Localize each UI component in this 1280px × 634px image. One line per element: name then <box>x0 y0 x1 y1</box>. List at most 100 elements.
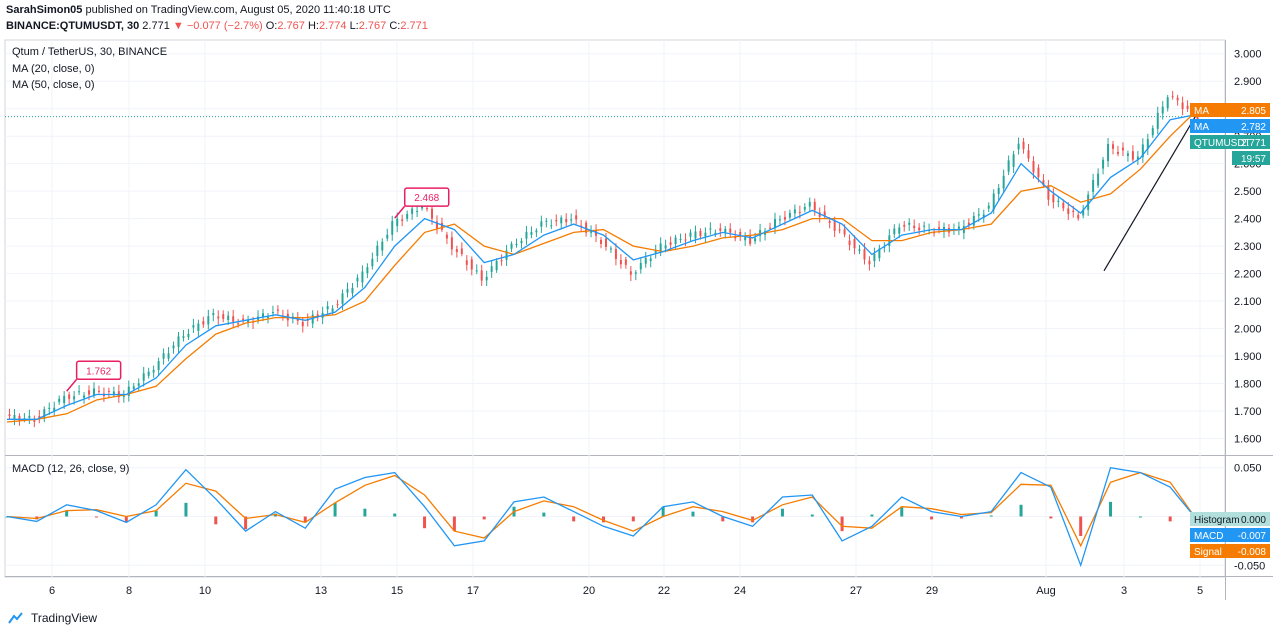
candle-body <box>783 217 786 220</box>
candle-body <box>242 318 245 320</box>
last-price: 2.771 <box>142 20 170 32</box>
candle-body <box>903 224 906 227</box>
candle-body <box>1151 128 1154 136</box>
candle-body <box>396 218 399 227</box>
close-label: C: <box>389 20 401 32</box>
y-tick-label: 2.400 <box>1234 214 1262 226</box>
candle-body <box>838 229 841 231</box>
x-tick-label: 20 <box>583 585 595 597</box>
candle-body <box>669 242 672 245</box>
candle-body <box>629 271 632 275</box>
candle-body <box>386 234 389 239</box>
candle-body <box>1087 194 1090 210</box>
candle-body <box>967 222 970 226</box>
candle-body <box>604 238 607 247</box>
x-tick-label: Aug <box>1036 585 1056 597</box>
candle-body <box>918 227 921 231</box>
y-tick-label: 1.600 <box>1234 434 1262 446</box>
candle-body <box>585 222 588 233</box>
candle-body <box>1007 160 1010 172</box>
countdown-tag <box>1232 151 1270 165</box>
candle-body <box>58 398 61 403</box>
candle-body <box>868 260 871 265</box>
candle-body <box>987 205 990 209</box>
candle-body <box>992 193 995 210</box>
ma50-tag-name: MA <box>1194 106 1209 117</box>
candle-body <box>1126 153 1129 156</box>
candle-body <box>818 212 821 217</box>
candle-body <box>187 333 190 338</box>
candle-body <box>893 228 896 235</box>
histogram-bar <box>244 516 248 530</box>
candle-body <box>1042 180 1045 186</box>
x-tick-label: 3 <box>1121 585 1127 597</box>
candle-body <box>147 371 150 376</box>
candle-body <box>813 201 816 211</box>
candle-body <box>1057 200 1060 202</box>
candle-body <box>490 266 493 272</box>
candle-body <box>1047 185 1050 200</box>
candle-body <box>714 232 717 235</box>
candle-body <box>266 316 269 318</box>
candle-body <box>570 219 573 221</box>
chart-title: Qtum / TetherUS, 30, BINANCE <box>12 46 168 58</box>
candle-body <box>33 418 36 422</box>
candle-body <box>411 208 414 214</box>
histogram-bar <box>452 516 456 532</box>
tradingview-icon <box>8 612 23 624</box>
last-price-tag-value: 2.771 <box>1241 138 1266 149</box>
macd-tag-name: MACD <box>1194 531 1223 542</box>
candle-body <box>127 386 130 396</box>
ma50-tag <box>1190 103 1270 117</box>
candle-body <box>1097 173 1100 186</box>
candle-body <box>550 225 553 227</box>
candle-body <box>88 390 91 395</box>
candle-body <box>63 395 66 404</box>
candle-body <box>972 216 975 226</box>
y-tick-label: 1.900 <box>1234 351 1262 363</box>
candle-body <box>336 304 339 306</box>
candle-body <box>1027 150 1030 159</box>
candle-body <box>426 208 429 210</box>
candle-body <box>212 313 215 316</box>
y-tick-label: 2.300 <box>1234 241 1262 253</box>
candle-body <box>445 234 448 239</box>
candle-body <box>142 373 145 381</box>
histogram-bar <box>393 513 397 517</box>
annotation-box <box>75 360 122 381</box>
candle-body <box>808 201 811 207</box>
histogram-bar <box>542 512 546 517</box>
candle-body <box>78 391 81 393</box>
candle-body <box>202 321 205 325</box>
candle-body <box>132 386 135 389</box>
histogram-tag <box>1190 512 1270 526</box>
x-tick-label: 6 <box>49 585 55 597</box>
candle-body <box>754 238 757 242</box>
candle-body <box>48 407 51 409</box>
candle-body <box>600 239 603 244</box>
candle-body <box>440 222 443 230</box>
y-tick-label: 2.100 <box>1234 296 1262 308</box>
histogram-bar <box>810 514 814 517</box>
tradingview-logo[interactable]: TradingView <box>8 611 97 625</box>
candle-body <box>719 228 722 231</box>
candle-body <box>898 227 901 234</box>
histogram-bar <box>780 508 784 517</box>
candle-body <box>376 245 379 256</box>
candle-body <box>505 250 508 260</box>
candle-body <box>843 229 846 235</box>
candle-body <box>1077 214 1080 219</box>
candle-body <box>609 248 612 250</box>
candle-body <box>406 213 409 219</box>
histogram-bar <box>65 510 69 517</box>
ma20-tag-value: 2.782 <box>1241 122 1266 133</box>
candle-body <box>639 262 642 270</box>
candle-body <box>545 220 548 222</box>
candle-body <box>1062 202 1065 209</box>
x-tick-label: 15 <box>391 585 403 597</box>
candle-body <box>982 214 985 218</box>
publish-text: published on TradingView.com, August 05,… <box>85 4 391 16</box>
candle-body <box>1037 167 1040 178</box>
candle-body <box>237 323 240 325</box>
